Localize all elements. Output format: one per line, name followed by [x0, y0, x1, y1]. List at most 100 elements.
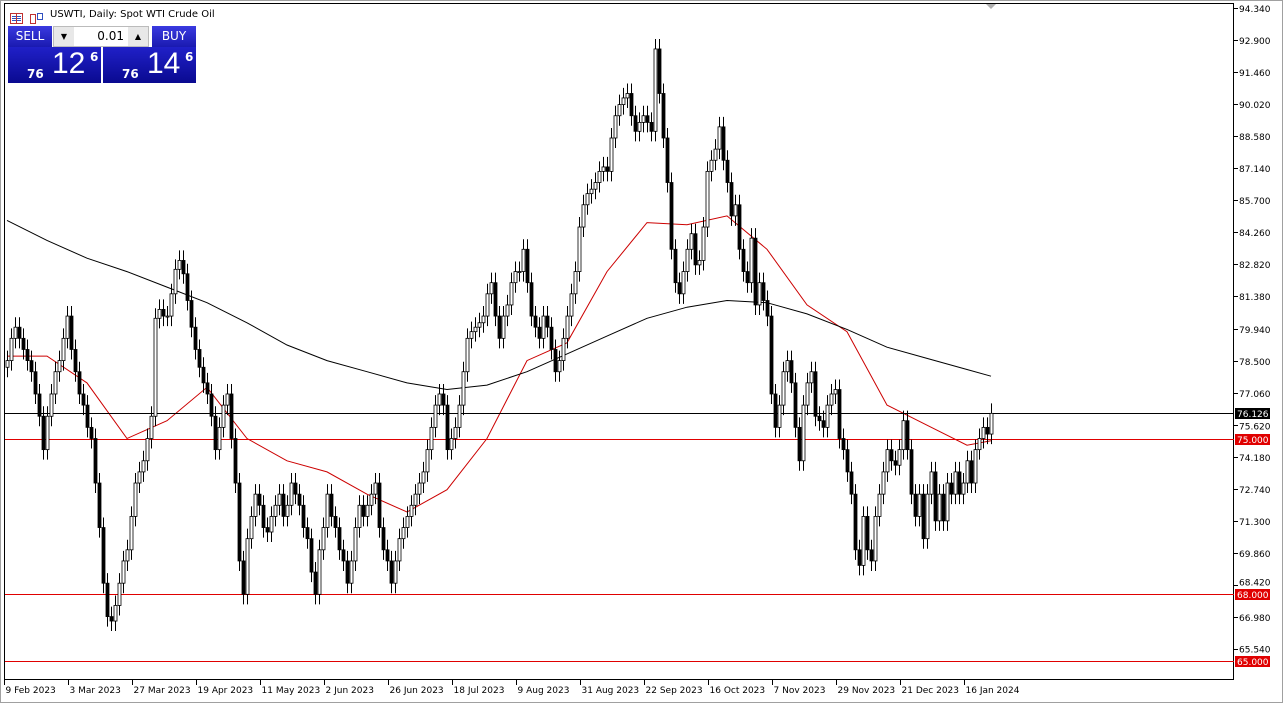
candle-bearish — [905, 420, 910, 451]
candle-bearish — [213, 415, 218, 451]
candle-bullish — [289, 482, 294, 506]
candle-bearish — [941, 493, 946, 522]
candle-bullish — [457, 404, 462, 428]
candle-bullish — [513, 271, 518, 284]
candle-bullish — [705, 170, 710, 228]
candle-bullish — [413, 493, 418, 506]
candle-bullish — [809, 371, 814, 384]
x-tick-label: 7 Nov 2023 — [774, 686, 826, 696]
price-axis[interactable]: 94.340 92.900 91.460 90.020 88.580 87.140 85.7… — [1234, 5, 1271, 656]
candle-bullish — [157, 309, 162, 319]
candle-bullish — [897, 449, 902, 466]
candle-bearish — [725, 159, 730, 183]
candle-bearish — [233, 438, 238, 484]
lot-increase-icon[interactable]: ▲ — [128, 27, 148, 46]
time-axis[interactable]: 9 Feb 2023 3 Mar 2023 27 Mar 2023 19 Apr 20… — [4, 680, 1020, 696]
candle-bullish — [989, 412, 994, 435]
candle-bullish — [273, 504, 278, 517]
y-tick-label: 66.980 — [1239, 614, 1271, 624]
candle-bullish — [521, 248, 526, 272]
candle-bullish — [597, 170, 602, 183]
candle-bullish — [609, 137, 614, 172]
sell-button[interactable]: SELL — [8, 26, 52, 47]
candle-bullish — [805, 382, 810, 406]
candle-bearish — [185, 273, 190, 301]
candle-bullish — [57, 360, 62, 373]
candle-bullish — [477, 322, 482, 328]
candle-bullish — [465, 337, 470, 373]
lot-decrease-icon[interactable]: ▼ — [54, 27, 74, 46]
candle-bearish — [381, 527, 386, 551]
candle-bullish — [137, 471, 142, 484]
y-tick-label: 75.620 — [1239, 423, 1271, 433]
candle-bullish — [825, 404, 830, 428]
candle-bullish — [53, 371, 58, 395]
candle-bullish — [937, 493, 942, 522]
candle-bullish — [585, 193, 590, 206]
candle-bearish — [25, 349, 30, 361]
y-tick-label: 92.900 — [1239, 37, 1271, 47]
candle-bearish — [81, 393, 86, 406]
candle-bearish — [673, 248, 678, 284]
chart-list-icon[interactable] — [10, 9, 23, 24]
price-level-label: 76.126 — [1237, 410, 1269, 420]
candle-bearish — [817, 415, 822, 422]
candle-bullish — [557, 360, 562, 373]
y-tick-label: 82.820 — [1239, 261, 1271, 271]
candle-bearish — [645, 115, 650, 123]
y-tick-label: 79.940 — [1239, 326, 1271, 336]
candle-bullish — [573, 271, 578, 295]
candle-bearish — [529, 282, 534, 317]
candle-bearish — [741, 248, 746, 272]
candle-bullish — [601, 166, 606, 172]
sell-price-main: 12 — [52, 47, 86, 80]
candle-bullish — [409, 504, 414, 517]
buy-price-button[interactable]: 76 14 6 — [103, 47, 196, 83]
buy-button[interactable]: BUY — [152, 26, 196, 47]
candle-bullish — [113, 605, 118, 622]
candle-bullish — [713, 148, 718, 161]
candle-bearish — [445, 404, 450, 451]
candle-bullish — [129, 516, 134, 551]
candle-bearish — [101, 527, 106, 584]
candle-bearish — [545, 315, 550, 328]
chart-shift-marker-icon[interactable] — [986, 4, 996, 9]
candle-bullish — [417, 482, 422, 495]
candle-bearish — [753, 237, 758, 306]
candle-bearish — [957, 471, 962, 495]
y-tick-label: 88.580 — [1239, 133, 1271, 143]
sell-price-button[interactable]: 76 12 6 — [8, 47, 101, 83]
candle-bearish — [721, 126, 726, 161]
candle-bullish — [589, 188, 594, 195]
candle-bearish — [857, 549, 862, 566]
candle-bullish — [149, 415, 154, 439]
buy-price-main: 14 — [147, 47, 181, 80]
lot-size-input[interactable]: 0.01 — [97, 29, 124, 43]
candle-bearish — [361, 504, 366, 517]
lot-size-stepper[interactable]: ▼ 0.01 ▲ — [53, 26, 149, 47]
candle-bullish — [577, 226, 582, 272]
candle-bullish — [61, 337, 66, 361]
candle-bearish — [389, 560, 394, 584]
candle-bearish — [197, 349, 202, 368]
candle-bearish — [493, 282, 498, 317]
candle-bullish — [117, 582, 122, 606]
candle-bullish — [285, 504, 290, 517]
candle-bullish — [169, 293, 174, 317]
candle-bearish — [301, 504, 306, 528]
candle-bearish — [657, 48, 662, 94]
candle-bullish — [433, 404, 438, 428]
candle-bearish — [665, 137, 670, 183]
candle-bullish — [145, 438, 150, 462]
candle-bullish — [733, 204, 738, 217]
candle-bearish — [29, 360, 34, 373]
one-click-trading-panel: SELL ▼ 0.01 ▲ BUY 76 12 6 76 14 6 — [8, 26, 196, 83]
candle-bullish — [473, 326, 478, 333]
x-tick-label: 11 May 2023 — [262, 686, 321, 696]
chart-properties-icon[interactable] — [30, 9, 43, 24]
candle-bearish — [237, 482, 242, 562]
price-level-label: 65.000 — [1237, 658, 1269, 668]
chart-title: USWTI, Daily: Spot WTI Crude Oil — [50, 9, 215, 20]
candle-bullish — [505, 304, 510, 317]
